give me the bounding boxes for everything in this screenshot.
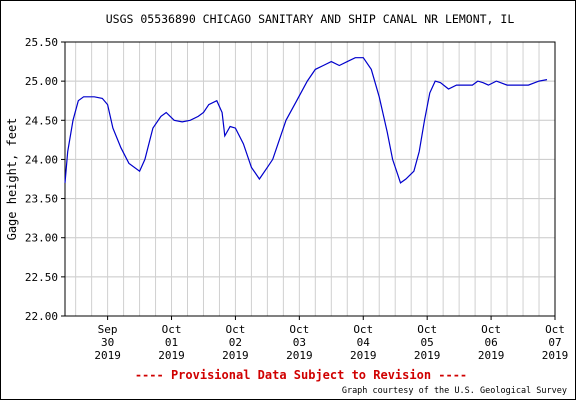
x-tick-label: 2019 <box>414 349 441 362</box>
x-tick-label: 2019 <box>478 349 505 362</box>
y-tick-label: 25.50 <box>25 36 58 49</box>
x-tick-label: Oct <box>353 323 373 336</box>
y-tick-label: 23.00 <box>25 232 58 245</box>
x-tick-label: Oct <box>225 323 245 336</box>
x-tick-label: 2019 <box>542 349 569 362</box>
x-tick-label: Oct <box>545 323 565 336</box>
x-tick-label: 07 <box>548 336 561 349</box>
x-tick-label: Oct <box>417 323 437 336</box>
y-tick-label: 23.50 <box>25 193 58 206</box>
x-tick-label: 2019 <box>94 349 121 362</box>
x-axis-ticks: Sep302019Oct012019Oct022019Oct032019Oct0… <box>94 316 568 362</box>
x-tick-label: 02 <box>229 336 242 349</box>
y-tick-label: 22.00 <box>25 310 58 323</box>
x-tick-label: 06 <box>484 336 497 349</box>
x-tick-label: 2019 <box>286 349 313 362</box>
x-tick-label: 2019 <box>158 349 185 362</box>
grid-lines <box>65 41 555 317</box>
series-line <box>64 57 548 184</box>
y-axis-label: Gage height, feet <box>5 118 19 241</box>
x-tick-label: Oct <box>481 323 501 336</box>
x-tick-label: 30 <box>101 336 114 349</box>
x-tick-label: 01 <box>165 336 178 349</box>
x-tick-label: 03 <box>293 336 306 349</box>
x-tick-label: 05 <box>421 336 434 349</box>
x-tick-label: Oct <box>162 323 182 336</box>
y-tick-label: 22.50 <box>25 271 58 284</box>
y-tick-label: 25.00 <box>25 75 58 88</box>
x-tick-label: 04 <box>357 336 371 349</box>
plot-area-border <box>64 41 556 317</box>
x-tick-label: Oct <box>289 323 309 336</box>
provisional-notice: ---- Provisional Data Subject to Revisio… <box>135 368 467 382</box>
x-tick-label: 2019 <box>222 349 249 362</box>
usgs-credit: Graph courtesy of the U.S. Geological Su… <box>342 386 567 396</box>
x-tick-label: 2019 <box>350 349 377 362</box>
y-tick-label: 24.50 <box>25 114 58 127</box>
chart-title: USGS 05536890 CHICAGO SANITARY AND SHIP … <box>106 12 515 26</box>
y-tick-label: 24.00 <box>25 153 58 166</box>
x-tick-label: Sep <box>98 323 118 336</box>
y-axis-ticks: 25.50 25.00 24.50 24.00 23.50 23.00 22.50 22.00 <box>25 36 65 323</box>
